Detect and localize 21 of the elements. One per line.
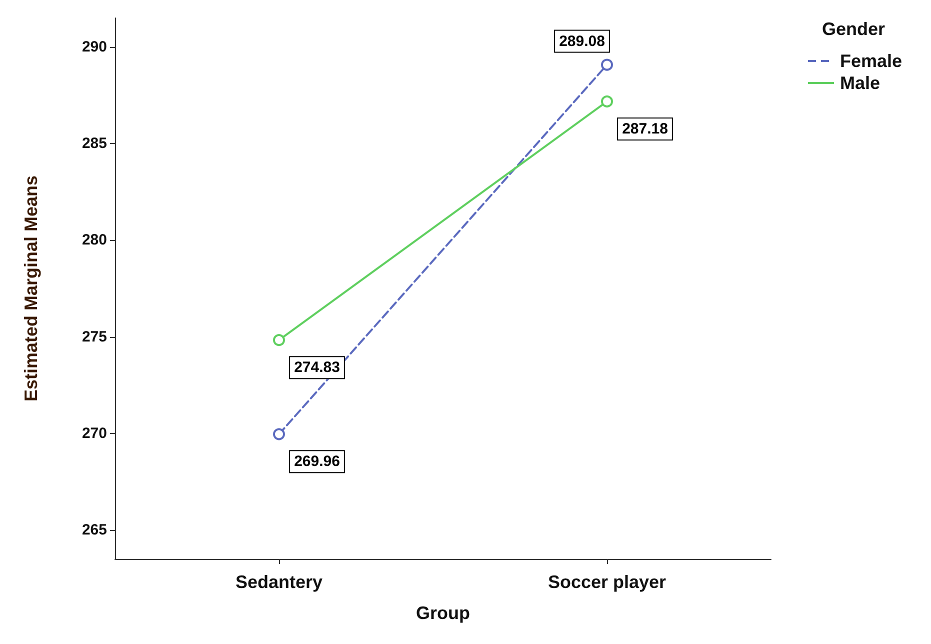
point [601,95,613,108]
x-axis-title: Group [416,603,470,623]
legend-label: Female [840,51,902,71]
legend-label: Male [840,73,880,93]
y-tick-label: 280 [82,232,107,249]
data-label: 287.18 [622,120,668,138]
x-tick-label: Soccer player [548,572,666,592]
legend-title: Gender [822,19,886,39]
data-label: 269.96 [294,453,340,470]
point [273,428,285,440]
point [601,58,613,71]
y-tick-label: 270 [82,424,107,442]
data-label: 274.83 [294,359,340,376]
point [273,334,285,346]
y-tick-label: 275 [82,328,107,346]
data-label: 289.08 [559,32,605,50]
y-tick-label: 265 [82,522,107,539]
y-tick-label: 290 [82,38,107,56]
y-tick-label: 285 [82,135,107,152]
x-tick-label: Sedantery [235,572,323,592]
y-axis-title: Estimated Marginal Means [21,175,41,402]
